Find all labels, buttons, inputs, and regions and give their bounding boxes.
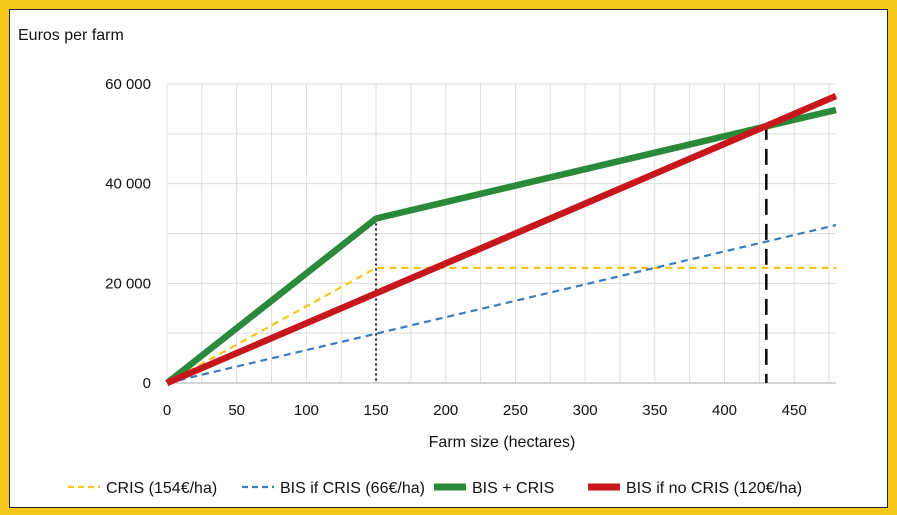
legend: CRIS (154€/ha) BIS if CRIS (66€/ha) BIS + … xyxy=(68,480,802,497)
y-tick-label: 40 000 xyxy=(105,176,151,193)
y-tick-label: 20 000 xyxy=(105,275,151,292)
x-tick-label: 350 xyxy=(642,402,667,419)
chart-frame: Euros per farm 0 50 100 150 200 250 300 350 400 4… xyxy=(9,9,888,508)
series-lines xyxy=(164,93,838,386)
gridlines xyxy=(166,83,836,384)
x-tick-label: 400 xyxy=(712,402,737,419)
x-tick-label: 250 xyxy=(503,402,528,419)
x-axis-title: Farm size (hectares) xyxy=(429,434,576,451)
x-tick-label: 150 xyxy=(364,402,389,419)
x-tick-label: 450 xyxy=(782,402,807,419)
legend-label: BIS if no CRIS (120€/ha) xyxy=(626,480,802,497)
reference-lines xyxy=(375,123,768,383)
y-tick-label: 0 xyxy=(143,375,151,392)
y-tick-labels: 0 20 000 40 000 60 000 xyxy=(105,76,151,392)
x-tick-label: 100 xyxy=(294,402,319,419)
x-tick-label: 200 xyxy=(433,402,458,419)
y-axis-title: Euros per farm xyxy=(18,27,124,44)
series-line-2 xyxy=(166,224,837,385)
x-tick-label: 50 xyxy=(228,402,245,419)
chart: Euros per farm 0 50 100 150 200 250 300 350 400 4… xyxy=(18,27,838,497)
legend-label: BIS + CRIS xyxy=(472,480,554,497)
x-tick-labels: 0 50 100 150 200 250 300 350 400 450 xyxy=(163,402,807,419)
series-line-3 xyxy=(164,106,837,386)
series-line-4 xyxy=(165,93,838,386)
x-tick-label: 0 xyxy=(163,402,171,419)
y-tick-label: 60 000 xyxy=(105,76,151,93)
x-tick-label: 300 xyxy=(573,402,598,419)
series-line-1 xyxy=(166,266,836,384)
legend-label: CRIS (154€/ha) xyxy=(106,480,217,497)
legend-label: BIS if CRIS (66€/ha) xyxy=(280,480,425,497)
